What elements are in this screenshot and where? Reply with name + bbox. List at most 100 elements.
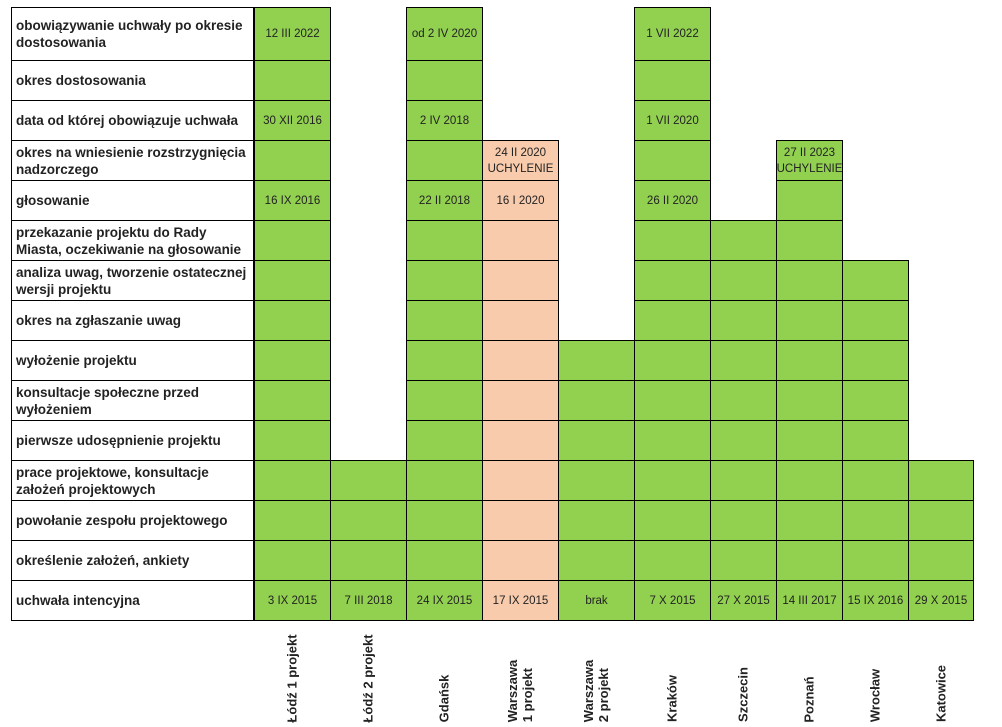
stage-cell: 1 VII 2022	[634, 7, 711, 61]
date-label: 16 IX 2016	[264, 194, 321, 207]
stage-cell: 30 XII 2016	[254, 100, 331, 141]
stage-cell	[634, 220, 711, 261]
stage-cell	[254, 380, 331, 421]
date-label: 1 VII 2022	[646, 28, 699, 40]
stage-cell	[406, 340, 483, 381]
stage-cell	[634, 60, 711, 101]
stage-cell	[558, 380, 635, 421]
stage-cell: 27 II 2023 UCHYLENIE	[776, 140, 843, 181]
stage-label: głosowanie	[11, 180, 254, 221]
stage-cell	[406, 460, 483, 501]
stage-label: określenie założeń, ankiety	[11, 540, 254, 581]
stage-cell: 7 III 2018	[330, 580, 407, 621]
stage-cell	[710, 380, 777, 421]
stage-cell	[406, 420, 483, 461]
stage-cell	[634, 260, 711, 301]
stage-cell	[908, 460, 974, 501]
status-label: UCHYLENIE	[487, 162, 554, 175]
stage-cell	[634, 340, 711, 381]
stage-cell: 14 III 2017	[776, 580, 843, 621]
stage-label: przekazanie projektu do Rady Miasta, ocz…	[11, 220, 254, 261]
stage-cell	[842, 420, 909, 461]
stage-cell	[482, 380, 559, 421]
stage-cell	[776, 340, 843, 381]
date-label: 17 IX 2015	[492, 594, 549, 607]
stage-cell: 27 X 2015	[710, 580, 777, 621]
stage-cell: 15 IX 2016	[842, 580, 909, 621]
date-label: 1 VII 2020	[646, 114, 699, 127]
date-label: 27 X 2015	[717, 594, 770, 607]
stage-cell	[406, 500, 483, 541]
stage-cell	[634, 460, 711, 501]
stage-cell	[482, 300, 559, 341]
stage-cell	[776, 420, 843, 461]
date-label: 3 IX 2015	[267, 594, 318, 607]
date-label: 26 II 2020	[646, 194, 699, 207]
date-label: brak	[585, 594, 608, 607]
stage-cell: 3 IX 2015	[254, 580, 331, 621]
stage-cell	[558, 340, 635, 381]
date-label: 27 II 2023	[783, 146, 836, 159]
stage-cell	[482, 540, 559, 581]
stage-cell	[254, 140, 331, 181]
stage-cell	[406, 60, 483, 101]
date-label: 7 III 2018	[344, 594, 393, 607]
stage-cell	[558, 500, 635, 541]
stage-cell	[254, 340, 331, 381]
stage-cell	[482, 340, 559, 381]
stage-cell	[710, 460, 777, 501]
stage-cell	[254, 420, 331, 461]
stage-cell	[558, 460, 635, 501]
date-label: 14 III 2017	[782, 594, 837, 607]
stage-cell	[482, 420, 559, 461]
date-label: 29 X 2015	[914, 594, 968, 607]
stage-cell	[634, 540, 711, 581]
stage-cell	[406, 260, 483, 301]
stage-cell	[776, 380, 843, 421]
stage-label: okres dostosowania	[11, 60, 254, 101]
stage-cell	[634, 140, 711, 181]
stage-label: wyłożenie projektu	[11, 340, 254, 381]
stage-cell: 7 X 2015	[634, 580, 711, 621]
stage-cell	[776, 180, 843, 221]
stage-cell	[482, 220, 559, 261]
stage-cell: 12 III 2022	[254, 7, 331, 61]
stage-cell	[330, 540, 407, 581]
city-label: Warszawa 2 projekt	[581, 659, 611, 723]
city-label: Łódź 1 projekt	[284, 633, 300, 723]
stage-cell	[908, 540, 974, 581]
stage-cell	[634, 300, 711, 341]
stage-label: analiza uwag, tworzenie ostatecznej wers…	[11, 260, 254, 301]
date-label: 7 X 2015	[649, 594, 696, 607]
date-label: 22 II 2018	[418, 194, 471, 207]
stage-cell	[710, 220, 777, 261]
stage-cell: 2 IV 2018	[406, 100, 483, 141]
date-label: 12 III 2022	[265, 28, 320, 40]
date-label: 30 XII 2016	[263, 114, 322, 127]
stage-cell	[406, 140, 483, 181]
stage-cell	[710, 420, 777, 461]
stage-cell	[254, 540, 331, 581]
stage-cell	[842, 260, 909, 301]
stage-label: okres na zgłaszanie uwag	[11, 300, 254, 341]
stage-cell	[710, 340, 777, 381]
stage-cell: od 2 IV 2020	[406, 7, 483, 61]
stage-cell	[776, 220, 843, 261]
stage-label: powołanie zespołu projektowego	[11, 500, 254, 541]
city-label: Wrocław	[867, 668, 883, 723]
city-label: Poznań	[801, 675, 817, 723]
stage-cell: 22 II 2018	[406, 180, 483, 221]
stage-cell	[254, 260, 331, 301]
date-label: 24 II 2020	[494, 146, 547, 159]
stage-cell	[634, 500, 711, 541]
stage-cell	[776, 300, 843, 341]
stage-cell: 16 IX 2016	[254, 180, 331, 221]
stage-cell	[254, 300, 331, 341]
stage-cell	[842, 460, 909, 501]
stage-cell	[330, 460, 407, 501]
stage-cell	[482, 260, 559, 301]
stage-cell	[254, 500, 331, 541]
city-label: Katowice	[933, 664, 948, 723]
stage-label: konsultacje społeczne przed wyłożeniem	[11, 380, 254, 421]
date-label: 15 IX 2016	[847, 594, 904, 607]
